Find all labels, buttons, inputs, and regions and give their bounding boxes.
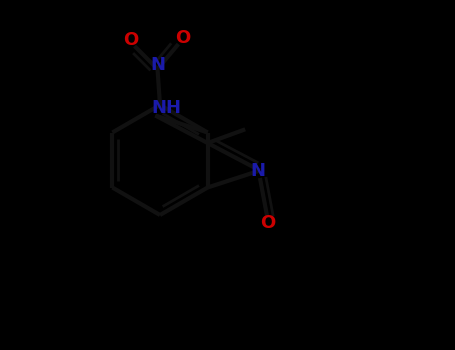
Text: O: O xyxy=(123,31,138,49)
Text: O: O xyxy=(260,214,275,232)
Text: N: N xyxy=(250,161,265,180)
Text: N: N xyxy=(150,56,165,74)
Text: O: O xyxy=(175,29,190,47)
Text: NH: NH xyxy=(152,99,182,117)
